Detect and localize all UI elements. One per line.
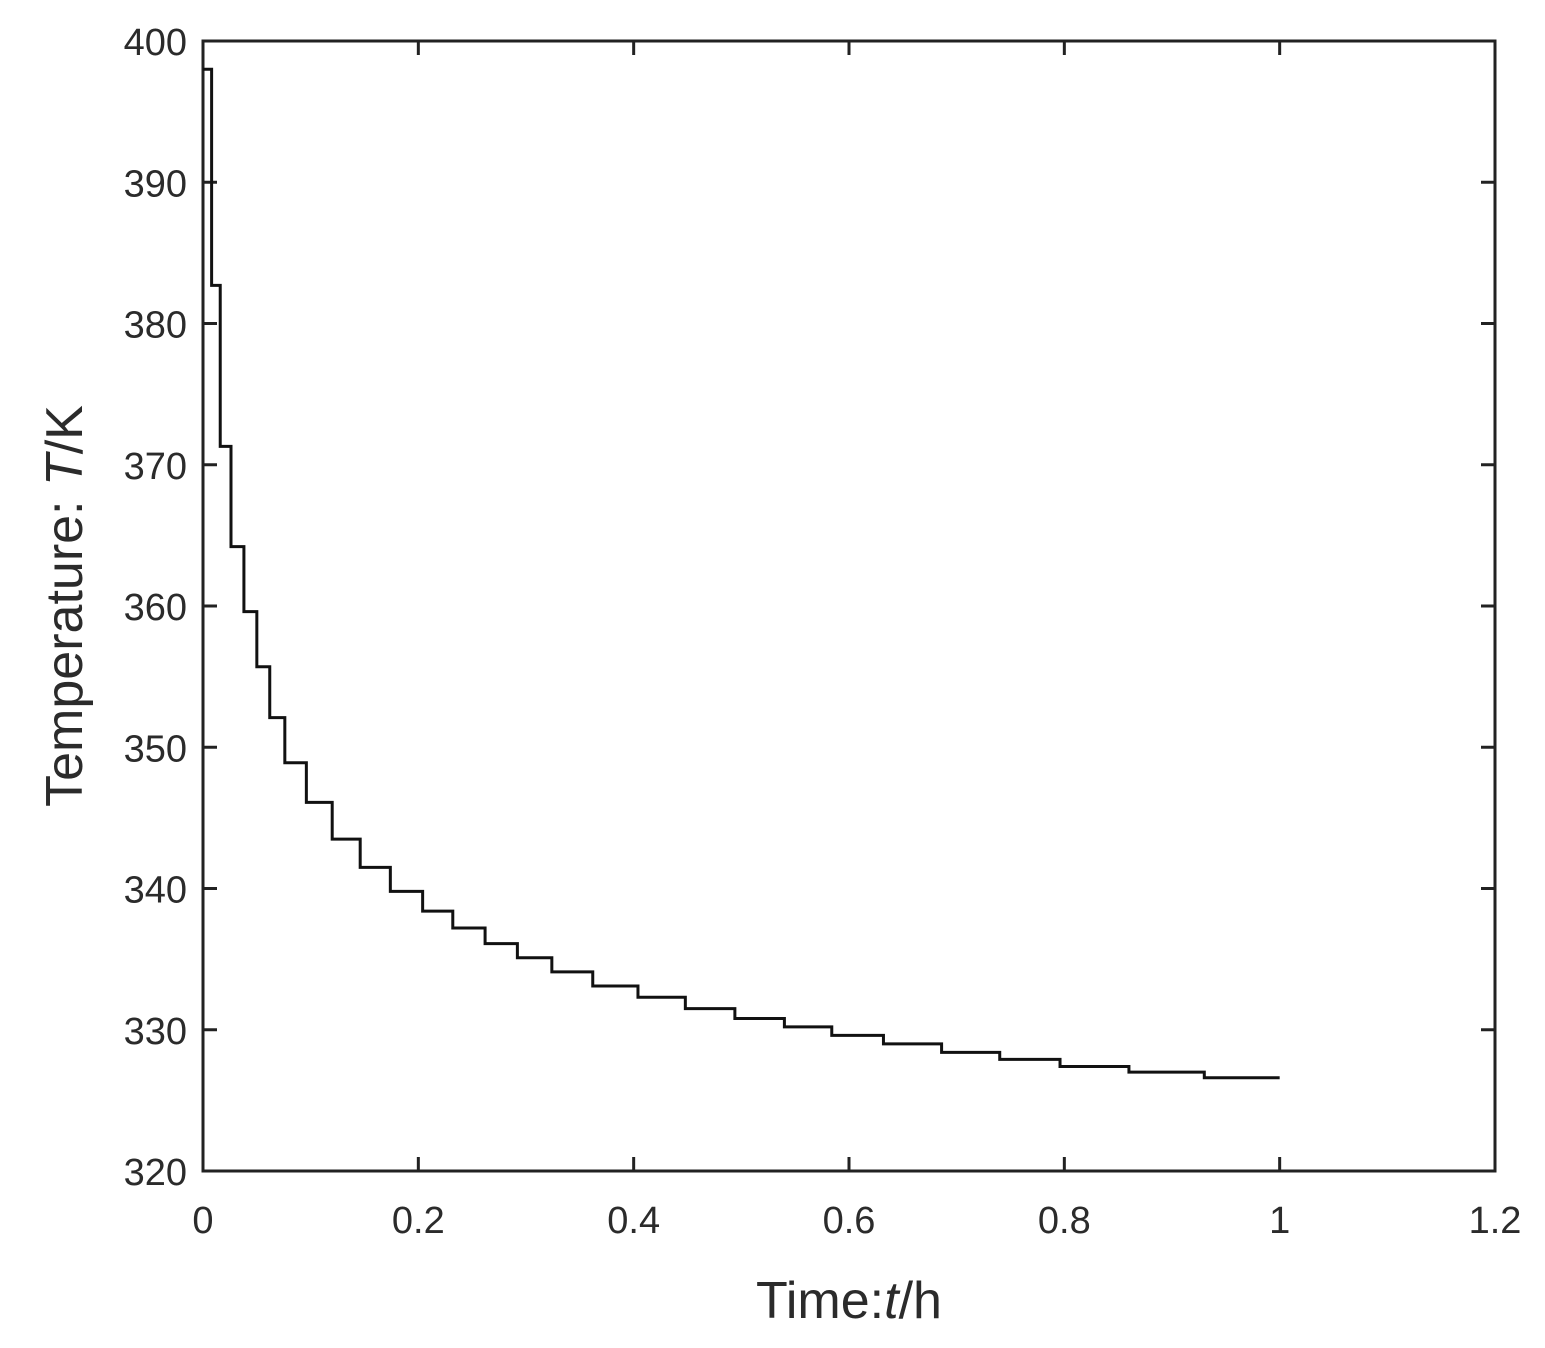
x-tick-label: 0.6	[823, 1200, 876, 1242]
y-axis-title: Temperature: T/K	[36, 405, 94, 807]
x-tick-label: 0.8	[1038, 1200, 1091, 1242]
x-axis-title: Time:t/h	[756, 1272, 942, 1330]
y-tick-label: 320	[124, 1152, 187, 1194]
axis-ticks	[201, 39, 1497, 1173]
x-tick-label: 1	[1269, 1200, 1290, 1242]
x-axis-tick-labels: 0 0.2 0.4 0.6 0.8 1 1.2	[192, 1200, 1521, 1242]
y-tick-label: 360	[124, 587, 187, 629]
y-tick-label: 400	[124, 22, 187, 64]
temperature-series-line	[203, 67, 1280, 1080]
x-tick-label: 0.2	[392, 1200, 445, 1242]
x-tick-label: 0	[192, 1200, 213, 1242]
y-axis-tick-labels: 320 330 340 350 360 370 380 390 400	[124, 22, 187, 1194]
y-tick-label: 350	[124, 728, 187, 770]
y-tick-label: 340	[124, 870, 187, 912]
x-tick-label: 1.2	[1469, 1200, 1522, 1242]
x-tick-label: 0.4	[607, 1200, 660, 1242]
y-tick-label: 330	[124, 1011, 187, 1053]
y-tick-label: 370	[124, 446, 187, 488]
plot-area	[201, 39, 1497, 1173]
y-tick-label: 380	[124, 305, 187, 347]
y-tick-label: 390	[124, 163, 187, 205]
